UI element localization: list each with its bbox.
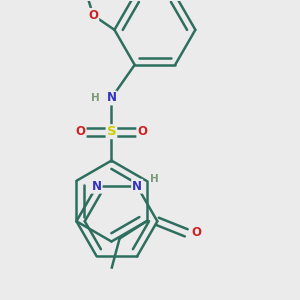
Text: N: N [106, 92, 116, 104]
Text: O: O [137, 125, 147, 138]
Text: O: O [191, 226, 201, 239]
Text: H: H [91, 93, 100, 103]
Text: H: H [150, 173, 159, 184]
Text: S: S [107, 125, 116, 138]
Text: N: N [132, 180, 142, 193]
Text: N: N [92, 180, 102, 193]
Text: O: O [88, 9, 98, 22]
Text: O: O [76, 125, 85, 138]
